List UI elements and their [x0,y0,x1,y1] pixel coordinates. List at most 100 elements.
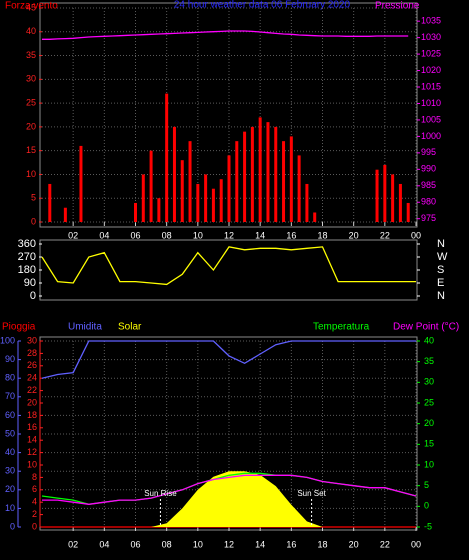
y-tick-label: 25 [26,97,36,107]
bar [165,93,169,222]
x-tick-label: 16 [286,230,296,240]
bar [289,136,293,222]
x-tick-label: 18 [317,230,327,240]
y2-tick-label: 995 [421,147,436,157]
y-tick-label: 80 [5,373,15,383]
bar [219,179,223,222]
y-tick-label: 20 [5,484,15,494]
y3-tick-label: 4 [32,497,37,507]
y2-tick-label: 40 [424,335,434,345]
bar [196,183,200,222]
bar [274,126,278,222]
bar [235,141,239,222]
area [42,471,416,527]
y2-tick-label: 25 [424,397,434,407]
y3-tick-label: 22 [27,385,37,395]
bar [250,126,254,222]
bar [243,131,247,222]
y-tick-label: 10 [26,169,36,179]
chart-title: 24 hour weather data 06 February 2020 [174,0,351,11]
line [41,246,416,286]
y3-tick-label: 28 [27,348,37,358]
y2-tick-label: 1000 [421,131,441,141]
x-tick-label: 22 [380,230,390,240]
y2-tick-label: 30 [424,377,434,387]
y2-tick-label: 975 [421,213,436,223]
y2-tick-label: 15 [424,439,434,449]
y3-tick-label: 18 [27,410,37,420]
y-tick-label: 60 [5,410,15,420]
legend-entry: Umidita [68,322,102,333]
y-tick-label: 10 [5,503,15,513]
bar [383,164,387,222]
bar [79,145,83,222]
bar [180,160,184,222]
x-tick-label: 16 [286,539,296,549]
x-tick-label: 20 [349,230,359,240]
y2-tick-label: 20 [424,418,434,428]
y-tick-label: 5 [31,193,36,203]
y2-tick-label: S [437,264,444,276]
y2-tick-label: 1010 [421,98,441,108]
y3-tick-label: 2 [32,509,37,519]
x-tick-label: 02 [68,539,78,549]
x-tick-label: 00 [411,230,421,240]
x-tick-label: 08 [162,539,172,549]
y-tick-label: 180 [18,264,36,276]
y3-tick-label: 16 [27,422,37,432]
x-tick-label: 10 [193,539,203,549]
y-tick-label: 15 [26,145,36,155]
y2-tick-label: 980 [421,197,436,207]
legend-entry: Pressione [375,1,420,12]
bar [227,155,231,222]
bar [134,202,137,222]
y-tick-label: 30 [5,466,15,476]
bar [305,183,309,222]
y2-tick-label: 1005 [421,114,441,124]
x-tick-label: 02 [68,230,78,240]
bar [258,117,262,222]
y-tick-label: 35 [26,50,36,60]
annotation: Sun Rise [144,489,177,498]
legend-entry: Pioggia [2,322,36,333]
bar [375,169,379,222]
bar [266,122,270,222]
panel-frame [39,239,418,301]
x-tick-label: 20 [349,539,359,549]
y2-tick-label: 985 [421,180,436,190]
bar [48,183,52,222]
y2-tick-label: 1035 [421,16,441,26]
y2-tick-label: -5 [424,521,432,531]
x-tick-label: 08 [162,230,172,240]
y-tick-label: 45 [26,2,36,12]
y-tick-label: 270 [18,251,36,263]
y-tick-label: 360 [18,238,36,250]
x-tick-label: 06 [130,539,140,549]
y2-tick-label: 35 [424,356,434,366]
y3-tick-label: 8 [32,472,37,482]
bar [141,174,145,222]
x-tick-label: 14 [255,539,265,549]
y-tick-label: 0 [10,521,15,531]
y2-tick-label: 5 [424,480,429,490]
y-tick-label: 40 [5,447,15,457]
legend-entry: Temperatura [313,322,370,333]
x-tick-label: 18 [317,539,327,549]
annotation: Sun Set [297,489,326,498]
bar [406,202,410,222]
bar [63,207,67,222]
y2-tick-label: 1030 [421,32,441,42]
y-tick-label: 90 [5,354,15,364]
bar [172,126,176,222]
y-tick-label: 0 [30,290,36,302]
x-tick-label: 12 [224,539,234,549]
x-tick-label: 12 [224,230,234,240]
line [41,340,416,379]
y2-tick-label: 1015 [421,81,441,91]
y3-tick-label: 10 [27,459,37,469]
y3-tick-label: 0 [32,521,37,531]
line [42,30,409,40]
y2-tick-label: 10 [424,459,434,469]
y-tick-label: 90 [24,277,36,289]
